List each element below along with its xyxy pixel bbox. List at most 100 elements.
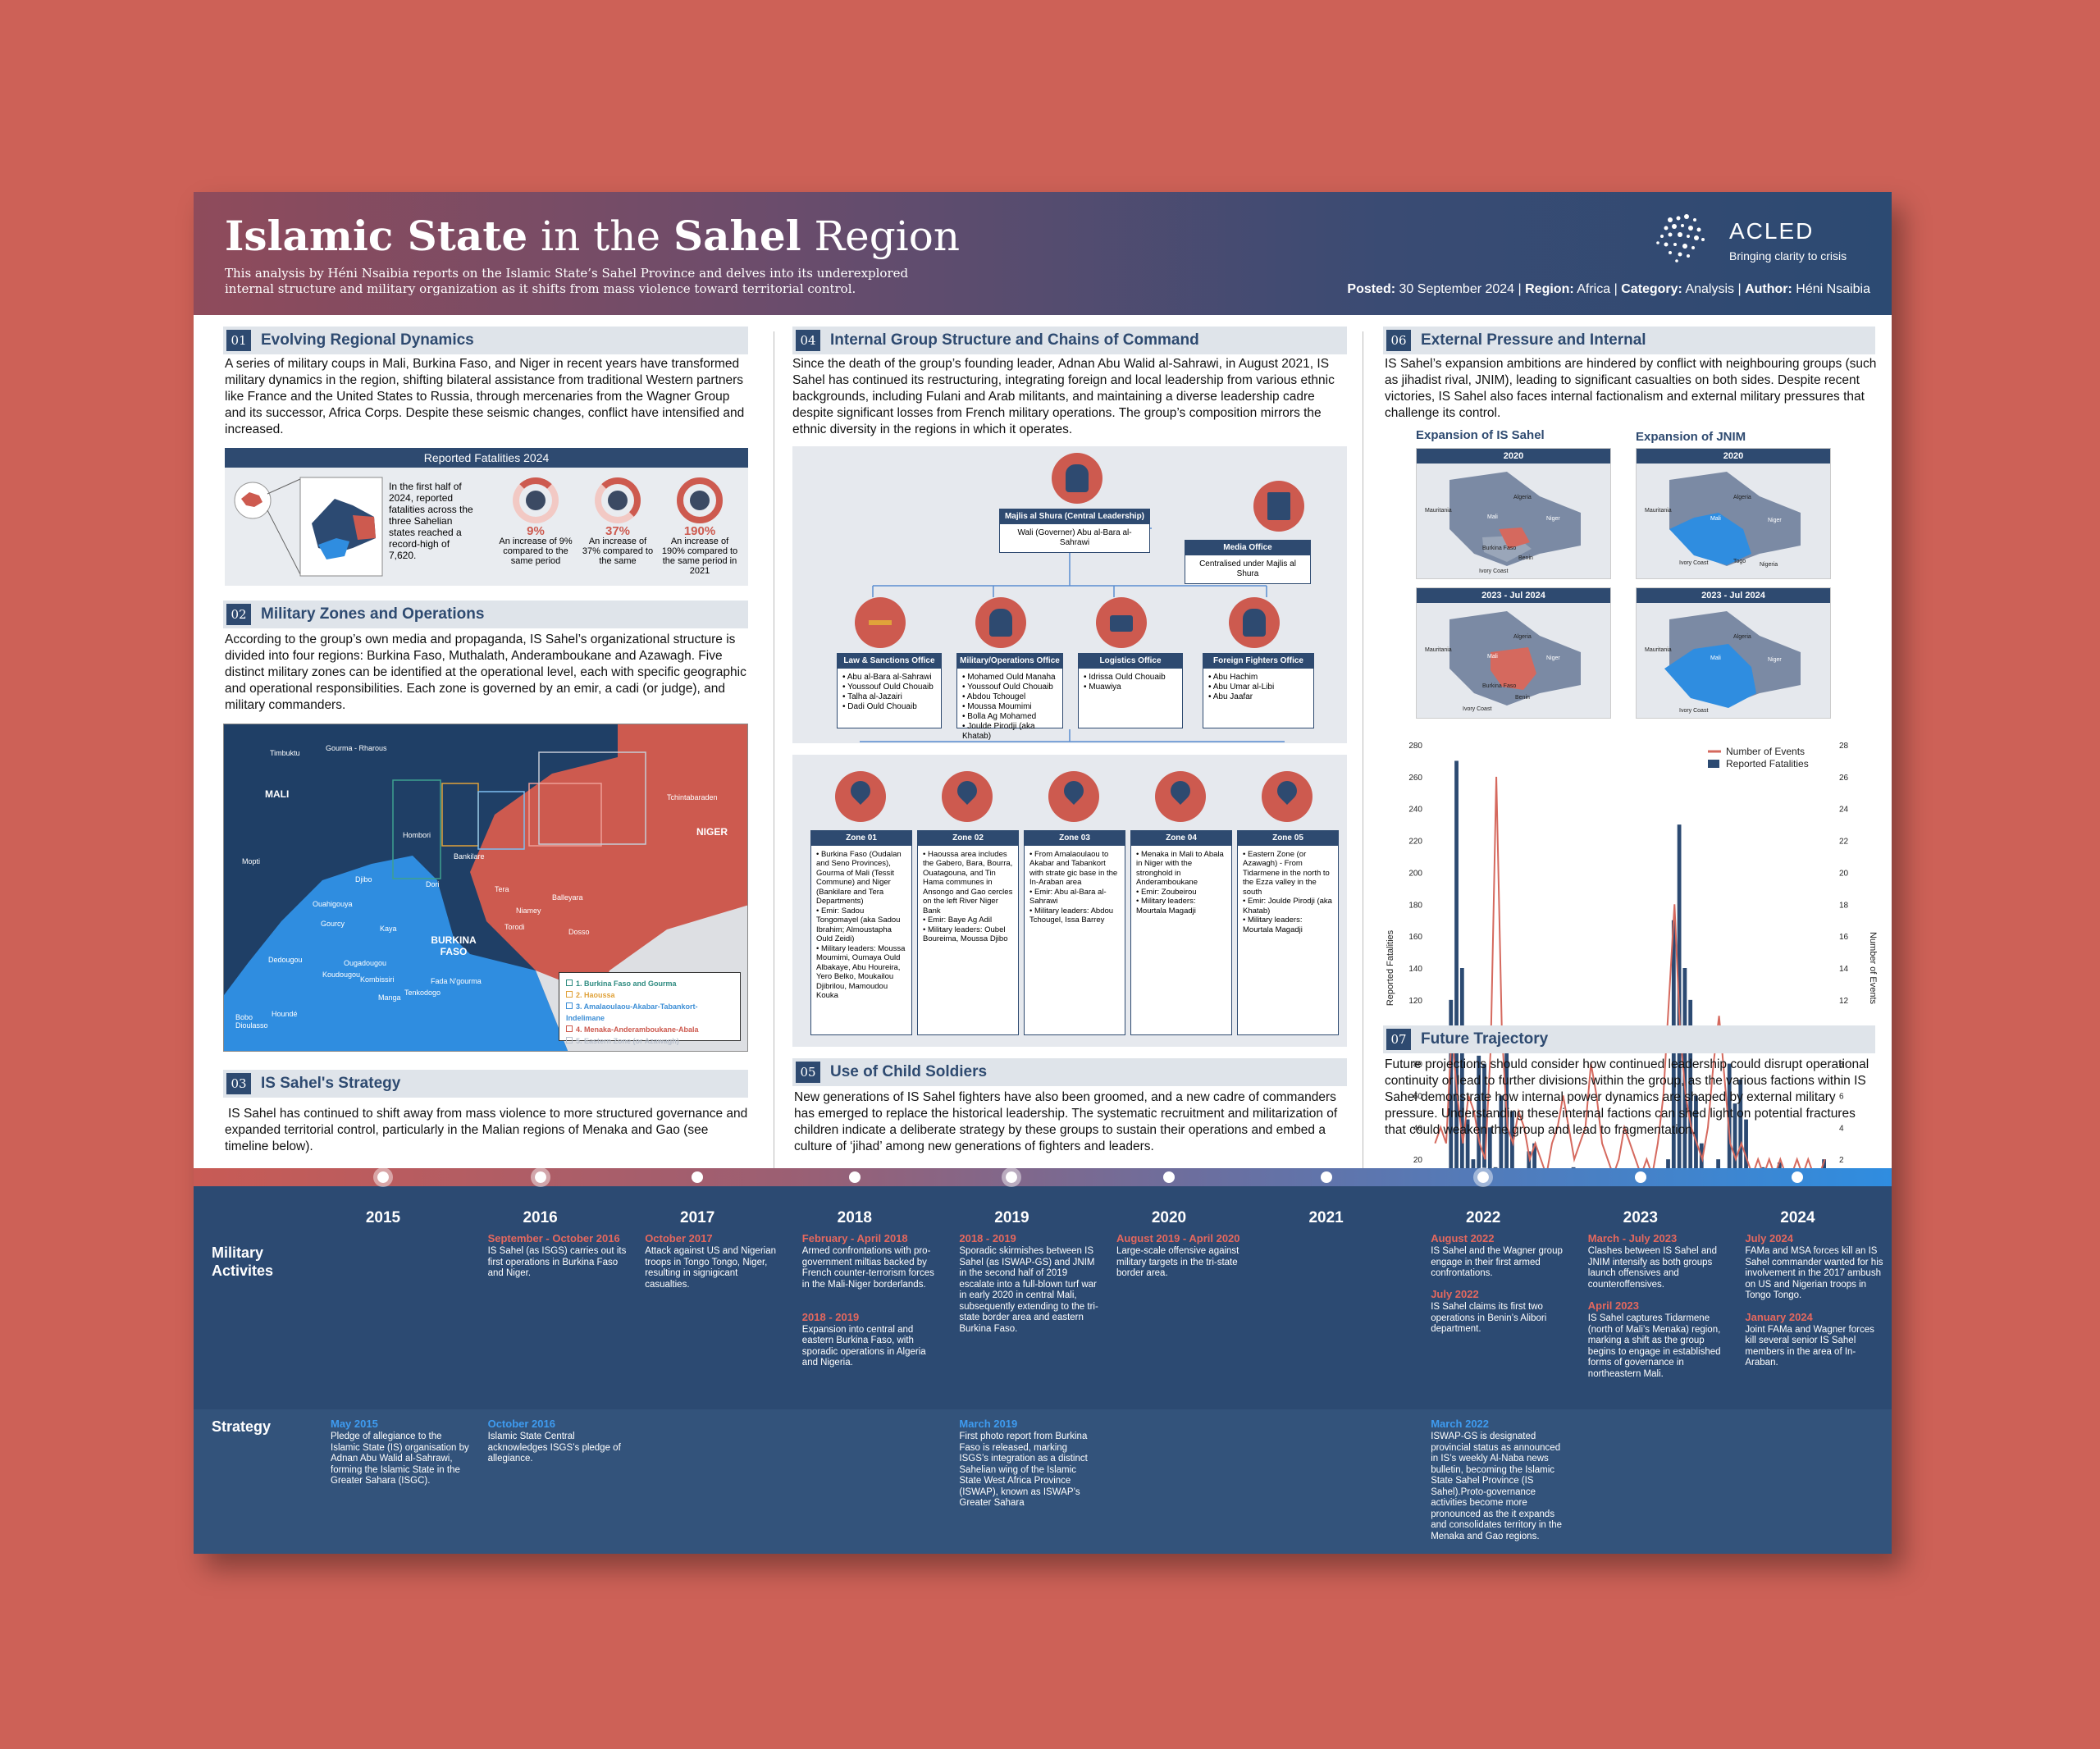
fatalities-bar xyxy=(1487,1127,1492,1191)
map-legend: 1. Burkina Faso and Gourma 2. Haoussa 3.… xyxy=(559,972,741,1045)
fatalities-bar xyxy=(1459,968,1464,1191)
section-07-header: 07 Future Trajectory xyxy=(1383,1025,1875,1053)
y-tick-label: 200 xyxy=(1408,869,1422,878)
timeline-strategy-band xyxy=(194,1409,1892,1554)
map-place: Ouahigouya xyxy=(313,900,353,908)
timeline-event-date: July 2022 xyxy=(1431,1288,1479,1301)
map-label-mali: MALI xyxy=(265,788,290,800)
post-meta: Posted: 30 September 2024 | Region: Afri… xyxy=(1347,282,1870,296)
timeline-event-text: FAMa and MSA forces kill an IS Sahel com… xyxy=(1745,1246,1883,1300)
stat-ring-icon xyxy=(513,477,559,523)
media-office-sub: Centralised under Majlis al Shura xyxy=(1199,559,1296,578)
y2-tick-label: 6 xyxy=(1839,1092,1844,1101)
map-place: Balleyara xyxy=(552,893,583,902)
map-place: Tenkodogo xyxy=(404,989,441,997)
map-place: Hombori xyxy=(403,831,431,839)
y-tick-label: 280 xyxy=(1408,742,1422,751)
soldier-icon xyxy=(975,597,1026,648)
timeline-event-text: Attack against US and Nigerian troops in… xyxy=(645,1246,776,1290)
jnim-map-2020-graphic xyxy=(1669,472,1801,566)
timeline-event: February - April 2018 Armed confrontation… xyxy=(802,1232,942,1290)
map-place: Tchintabaraden xyxy=(667,793,718,801)
timeline-event: 2018 - 2019 Expansion into central and ea… xyxy=(802,1311,942,1369)
map-place: Dedougou xyxy=(268,956,303,964)
section-title: Future Trajectory xyxy=(1421,1030,1549,1048)
legend-fatalities-swatch xyxy=(1708,760,1719,768)
y2-tick-label: 18 xyxy=(1839,901,1849,910)
y2-axis-label: Number of Events xyxy=(1868,932,1877,1005)
timeline-event-text: Islamic State Central acknowledges ISGS’… xyxy=(487,1432,621,1464)
timeline-event: October 2016 Islamic State Central acknow… xyxy=(488,1418,628,1465)
map-place: Manga xyxy=(378,993,401,1002)
section-title: Use of Child Soldiers xyxy=(830,1063,988,1080)
fatalities-bar xyxy=(1454,760,1459,1191)
y-axis-label: Reported Fatalities xyxy=(1386,929,1395,1006)
timeline-event: March - July 2023 Clashes between IS Sahe… xyxy=(1588,1232,1728,1290)
location-pin-icon xyxy=(1262,771,1312,822)
map-place: Houndé xyxy=(272,1010,298,1018)
map-place: Koudougou xyxy=(322,970,361,979)
timeline-event-date: July 2024 xyxy=(1745,1232,1793,1244)
y2-tick-label: 16 xyxy=(1839,933,1849,942)
timeline-year: 2017 xyxy=(680,1209,715,1226)
map-place: Kaya xyxy=(380,925,397,933)
fatalities-bar xyxy=(1482,1063,1486,1191)
org-connectors xyxy=(860,527,1285,742)
jnim-expansion-caption: Expansion of JNIM xyxy=(1636,430,1746,444)
y-tick-label: 60 xyxy=(1413,1092,1423,1101)
office-foreign-fighters: Foreign Fighters Office • Abu Hachim • A… xyxy=(1203,653,1314,728)
y2-tick-label: 28 xyxy=(1839,742,1849,751)
y-tick-label: 40 xyxy=(1413,1124,1423,1133)
section-number: 05 xyxy=(796,1062,820,1083)
fighters-group-icon xyxy=(1229,597,1280,648)
timeline-event-date: May 2015 xyxy=(331,1418,378,1430)
section-03-text: IS Sahel has continued to shift away fro… xyxy=(225,1107,748,1153)
timeline-marker-dot xyxy=(530,1167,550,1187)
timeline-event-text: First photo report from Burkina Faso is … xyxy=(959,1432,1088,1508)
fatalities-panel-title: Reported Fatalities 2024 xyxy=(225,448,748,468)
section-number: 06 xyxy=(1386,330,1411,351)
section-title: Evolving Regional Dynamics xyxy=(261,331,474,349)
location-pin-icon xyxy=(835,771,886,822)
map-place: Gourcy xyxy=(321,920,345,928)
timeline-marker-dot xyxy=(1792,1171,1804,1183)
y-tick-label: 180 xyxy=(1408,901,1422,910)
jnim-map-2023-2024: 2023 - Jul 2024 Algeria Mauritania Mali … xyxy=(1636,587,1831,719)
section-title: IS Sahel's Strategy xyxy=(261,1075,401,1092)
fatalities-bar xyxy=(1738,1080,1743,1191)
timeline-event: March 2022 ISWAP-GS is designated provinc… xyxy=(1431,1418,1570,1542)
timeline-event-date: August 2019 - April 2020 xyxy=(1116,1232,1240,1244)
timeline-event-date: October 2016 xyxy=(487,1418,555,1430)
y2-tick-label: 22 xyxy=(1839,838,1849,847)
media-office-icon xyxy=(1253,481,1304,532)
timeline-marker-dot xyxy=(692,1171,704,1183)
fatalities-bar xyxy=(1449,999,1454,1191)
timeline-event: July 2024 FAMa and MSA forces kill an IS … xyxy=(1745,1232,1884,1302)
section-03-header: 03 IS Sahel's Strategy xyxy=(223,1070,748,1098)
map-place: Dori xyxy=(426,880,440,888)
timeline-year: 2023 xyxy=(1623,1209,1658,1226)
logo-name: ACLED xyxy=(1729,218,1815,244)
timeline-marker-dot xyxy=(848,1171,861,1183)
timeline-event-text: IS Sahel captures Tidarmene (north of Ma… xyxy=(1587,1313,1721,1379)
timeline-event-text: Expansion into central and eastern Burki… xyxy=(801,1324,926,1368)
timeline-marker-dot xyxy=(1473,1167,1494,1187)
location-pin-icon xyxy=(1048,771,1099,822)
map-label-niger: NIGER xyxy=(696,826,728,838)
fatalities-bar xyxy=(1477,1055,1481,1191)
fatalities-bar xyxy=(1699,1143,1704,1191)
zone-01-box: Zone 01 • Burkina Faso (Oudalan and Seno… xyxy=(810,830,912,1035)
section-07-text: Future projections should consider how c… xyxy=(1385,1057,1869,1137)
legend-events-label: Number of Events xyxy=(1726,746,1805,757)
timeline-event: May 2015 Pledge of allegiance to the Isla… xyxy=(331,1418,470,1487)
timeline-marker-dot xyxy=(1320,1171,1332,1183)
jnim-map-2023-graphic xyxy=(1664,611,1801,708)
majlis-shura-sub: Wali (Governer) Abu al-Bara al-Sahrawi xyxy=(1017,528,1132,547)
military-zones-map: MALI NIGER BURKINA FASO Timbuktu Gourma … xyxy=(223,724,748,1052)
media-office-title: Media Office xyxy=(1185,541,1310,555)
legend-fatalities-label: Reported Fatalities xyxy=(1726,758,1809,769)
timeline-event-date: 2018 - 2019 xyxy=(959,1232,1016,1244)
timeline-event-date: March - July 2023 xyxy=(1587,1232,1678,1244)
timeline-event: April 2023 IS Sahel captures Tidarmene (n… xyxy=(1588,1299,1728,1380)
events-fatalities-chart: 0204060801001201401601802002202402602800… xyxy=(1386,742,1877,1207)
